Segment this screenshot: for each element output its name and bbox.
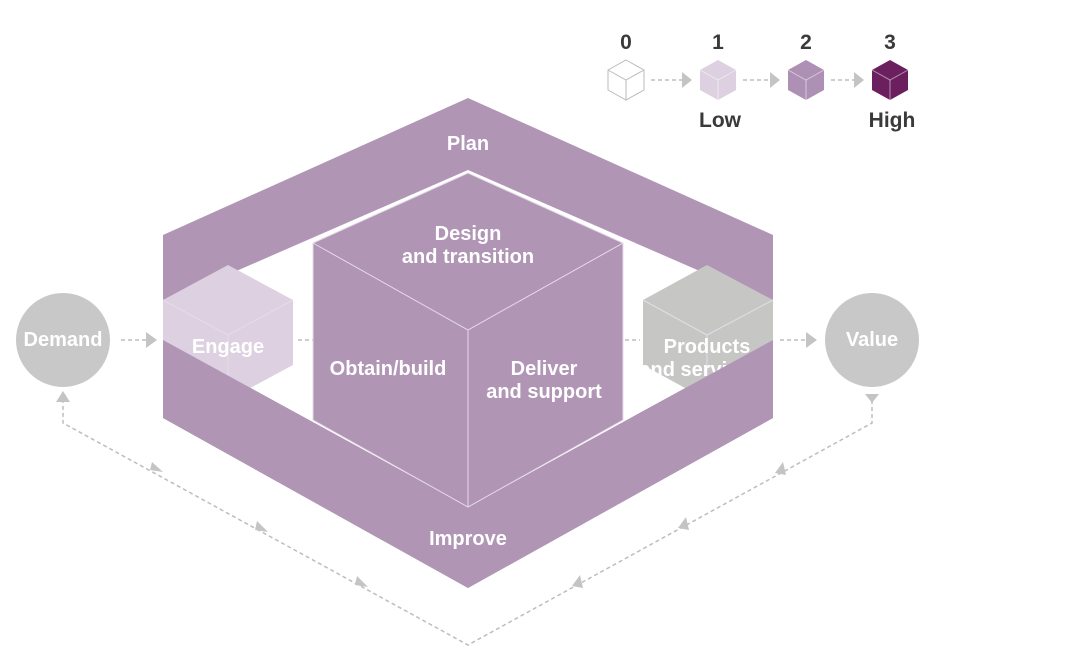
- feedback-loop-arrow: [56, 391, 879, 646]
- legend-level-1: 1: [712, 31, 724, 54]
- deliver-label: Deliver: [511, 358, 578, 380]
- legend-cube-level-0: [607, 59, 645, 101]
- engage-label: Engage: [192, 336, 264, 358]
- obtain-build-label: Obtain/build: [330, 358, 447, 380]
- legend-level-0: 0: [620, 31, 632, 54]
- legend-arrow: [743, 72, 780, 88]
- central-cube: [312, 172, 625, 508]
- maturity-legend: 0 1 2 3 Low High: [607, 31, 916, 132]
- legend-cube-level-2: [787, 60, 825, 100]
- legend-cube-level-1: [699, 60, 737, 100]
- value-node: Value: [825, 293, 919, 387]
- legend-arrow: [831, 72, 864, 88]
- products-to-value-arrow: [780, 332, 817, 348]
- transition-label: and transition: [402, 246, 534, 268]
- legend-low-label: Low: [699, 109, 742, 132]
- improve-band: [163, 340, 773, 588]
- products-label: Products: [664, 336, 751, 358]
- demand-node: Demand: [16, 293, 110, 387]
- plan-label: Plan: [447, 133, 489, 155]
- improve-label: Improve: [429, 528, 507, 550]
- legend-level-2: 2: [800, 31, 812, 54]
- legend-level-3: 3: [884, 31, 896, 54]
- legend-arrow: [651, 72, 692, 88]
- value-label: Value: [846, 329, 898, 351]
- legend-high-label: High: [869, 109, 916, 132]
- demand-to-engage-arrow: [121, 332, 157, 348]
- legend-cube-level-3: [871, 60, 909, 100]
- support-label: and support: [486, 381, 602, 403]
- design-label: Design: [435, 223, 502, 245]
- demand-label: Demand: [24, 329, 103, 351]
